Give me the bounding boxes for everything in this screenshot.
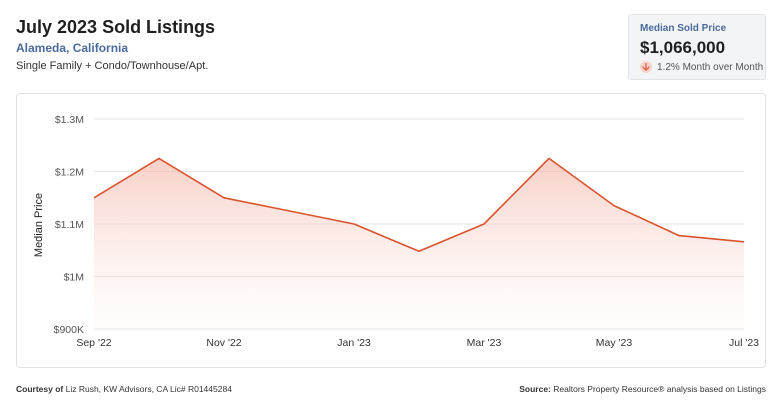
area-fill [94, 158, 744, 329]
y-tick-label: $1.1M [55, 219, 84, 231]
y-axis-label: Median Price [33, 193, 45, 257]
kpi-value: $1,066,000 [640, 38, 726, 57]
y-tick-label: $900K [54, 324, 84, 336]
source-text: Realtors Property Resource® analysis bas… [553, 384, 766, 394]
kpi-change: 1.2% Month over Month [640, 61, 765, 73]
y-tick-label: $1M [64, 272, 84, 284]
x-tick-label: Sep '22 [76, 337, 111, 349]
courtesy-label: Courtesy of [16, 384, 64, 394]
x-tick-label: Nov '22 [206, 337, 241, 349]
courtesy-text: Liz Rush, KW Advisors, CA Lic# R01445284 [65, 384, 232, 394]
location-subtitle: Alameda, California [16, 41, 129, 55]
footer-source: Source: Realtors Property Resource® anal… [519, 384, 766, 394]
y-tick-label: $1.2M [55, 167, 84, 179]
x-tick-label: May '23 [596, 337, 633, 349]
arrow-down-icon [640, 61, 652, 73]
x-tick-label: Jan '23 [337, 337, 371, 349]
x-tick-label: Mar '23 [467, 337, 502, 349]
footer-courtesy: Courtesy of Liz Rush, KW Advisors, CA Li… [16, 384, 232, 394]
series-line [93, 157, 745, 253]
kpi-change-text: 1.2% Month over Month [657, 61, 764, 73]
property-types-label: Single Family + Condo/Townhouse/Apt. [16, 60, 209, 72]
chart-card: $900K $1M $1.1M $1.2M $1.3M Sep '22 Nov '22 Ja… [16, 93, 766, 368]
page-title: July 2023 Sold Listings [16, 17, 216, 37]
median-price-chart: $900K $1M $1.1M $1.2M $1.3M Sep '22 Nov '22 Ja… [33, 114, 759, 349]
source-label: Source: [519, 384, 551, 394]
y-tick-label: $1.3M [55, 114, 84, 126]
kpi-label: Median Sold Price [640, 23, 727, 34]
median-sold-price-card: Median Sold Price $1,066,000 1.2% Month … [628, 14, 766, 80]
x-tick-label: Jul '23 [729, 337, 759, 349]
